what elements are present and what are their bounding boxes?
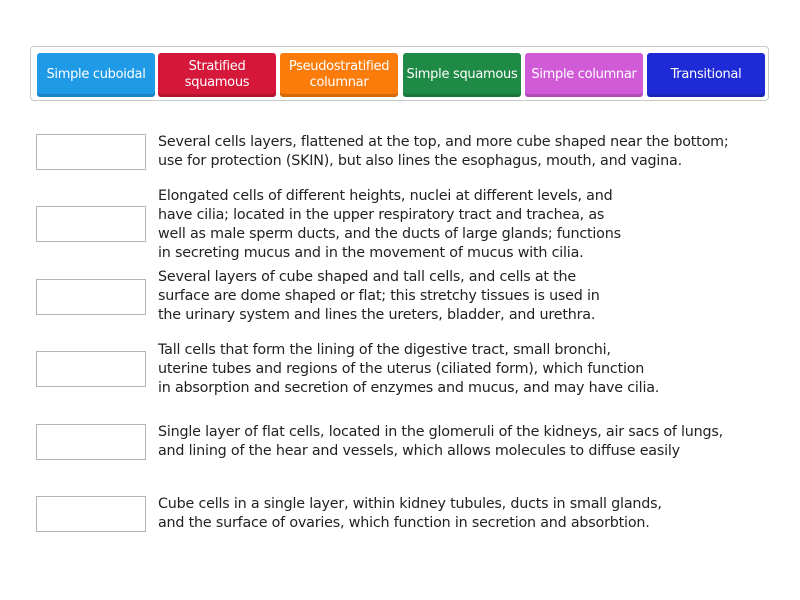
tile-simple-columnar[interactable]: Simple columnar [525,53,643,97]
drop-box[interactable] [36,206,146,242]
description: Several cells layers, flattened at the t… [158,134,729,169]
description: Single layer of flat cells, located in t… [158,424,724,459]
drop-box[interactable] [36,279,146,315]
description: Elongated cells of different heights, nu… [158,188,621,261]
drop-box[interactable] [36,496,146,532]
answer-bank: Simple cuboidal Stratified squamous Pseu… [30,46,769,101]
description: Tall cells that form the lining of the d… [158,342,660,396]
description: Cube cells in a single layer, within kid… [158,496,662,531]
drop-box[interactable] [36,134,146,170]
tile-transitional[interactable]: Transitional [647,53,765,97]
description: Several layers of cube shaped and tall c… [158,269,600,323]
tile-stratified-squamous[interactable]: Stratified squamous [158,53,276,97]
tile-simple-squamous[interactable]: Simple squamous [403,53,521,97]
drop-box[interactable] [36,424,146,460]
tile-pseudostratified-columnar[interactable]: Pseudostratified columnar [280,53,398,97]
drop-box[interactable] [36,351,146,387]
tile-simple-cuboidal[interactable]: Simple cuboidal [37,53,155,97]
